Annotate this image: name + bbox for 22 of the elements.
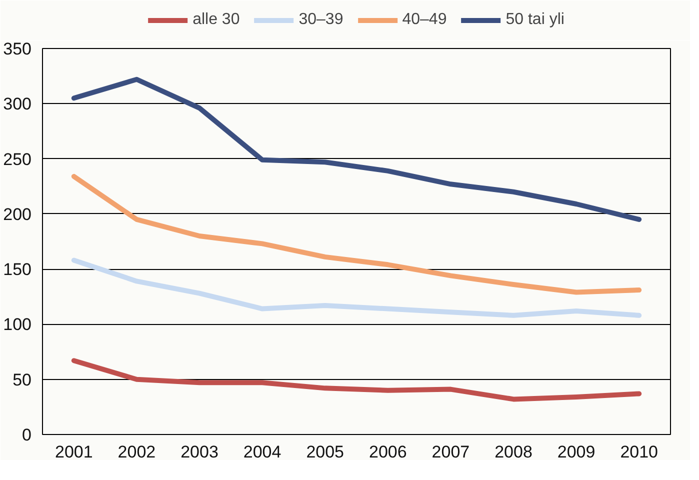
- y-tick-label: 100: [3, 315, 32, 334]
- y-tick-label: 300: [3, 94, 32, 114]
- x-tick-label: 2010: [620, 442, 658, 462]
- legend-label: 40–49: [402, 11, 447, 29]
- y-tick-label: 350: [3, 40, 32, 58]
- x-tick-label: 2005: [306, 442, 344, 462]
- legend-label: 30–39: [298, 11, 344, 29]
- legend-label: alle 30: [192, 11, 240, 29]
- x-tick-label: 2004: [243, 442, 282, 462]
- y-tick-label: 0: [22, 426, 32, 444]
- x-tick-label: 2007: [432, 442, 470, 462]
- x-tick-label: 2009: [557, 442, 596, 462]
- legend-label: 50 tai yli: [506, 11, 564, 29]
- x-tick-label: 2002: [118, 442, 156, 462]
- y-tick-label: 200: [3, 204, 32, 224]
- x-tick-label: 2001: [54, 442, 93, 462]
- x-tick-label: 2008: [494, 442, 532, 462]
- y-tick-label: 150: [3, 260, 32, 280]
- y-tick-label: 50: [12, 370, 32, 390]
- y-tick-label: 250: [3, 150, 32, 169]
- x-tick-label: 2003: [180, 442, 218, 462]
- x-tick-label: 2006: [368, 442, 407, 462]
